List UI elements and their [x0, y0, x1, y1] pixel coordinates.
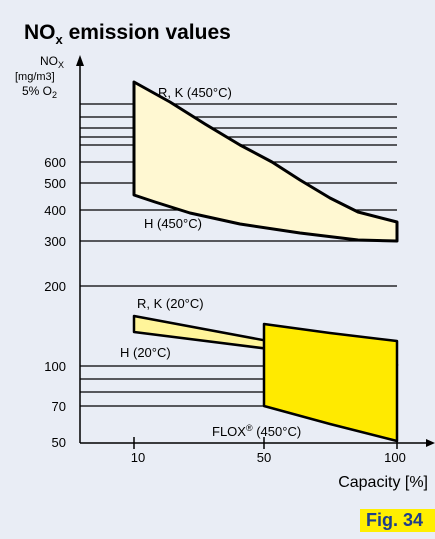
y-tick-label: 400 [44, 203, 66, 218]
label-rk-450: R, K (450°C) [158, 85, 232, 100]
x-tick-labels: 10 50 100 [131, 450, 406, 465]
y-axis-label-line2: [mg/m3] [15, 71, 55, 83]
x-tick-label: 50 [257, 450, 271, 465]
y-tick-labels: 600 500 400 300 200 100 70 50 [44, 155, 66, 450]
label-h-450: H (450°C) [144, 216, 202, 231]
label-flox-450: FLOX® (450°C) [212, 423, 301, 439]
y-tick-label: 200 [44, 279, 66, 294]
x-axis-arrow [426, 439, 435, 447]
label-h-20: H (20°C) [120, 345, 171, 360]
x-tick-label: 10 [131, 450, 145, 465]
y-tick-label: 70 [52, 399, 66, 414]
axes [79, 62, 428, 449]
y-tick-label: 500 [44, 176, 66, 191]
y-tick-label: 300 [44, 234, 66, 249]
label-rk-20: R, K (20°C) [137, 296, 204, 311]
y-axis-label-line3: 5% O2 [22, 84, 57, 100]
figure-label: Fig. 34 [360, 509, 435, 532]
y-axis-arrow [76, 55, 84, 66]
region-hot-band [132, 80, 399, 243]
y-tick-label: 50 [52, 435, 66, 450]
y-tick-label: 100 [44, 359, 66, 374]
chart-title: NOx emission values [24, 21, 231, 47]
x-tick-label: 100 [384, 450, 406, 465]
y-tick-label: 600 [44, 155, 66, 170]
x-axis-label: Capacity [%] [338, 474, 428, 491]
y-axis-label-line1: NOX [40, 54, 64, 70]
